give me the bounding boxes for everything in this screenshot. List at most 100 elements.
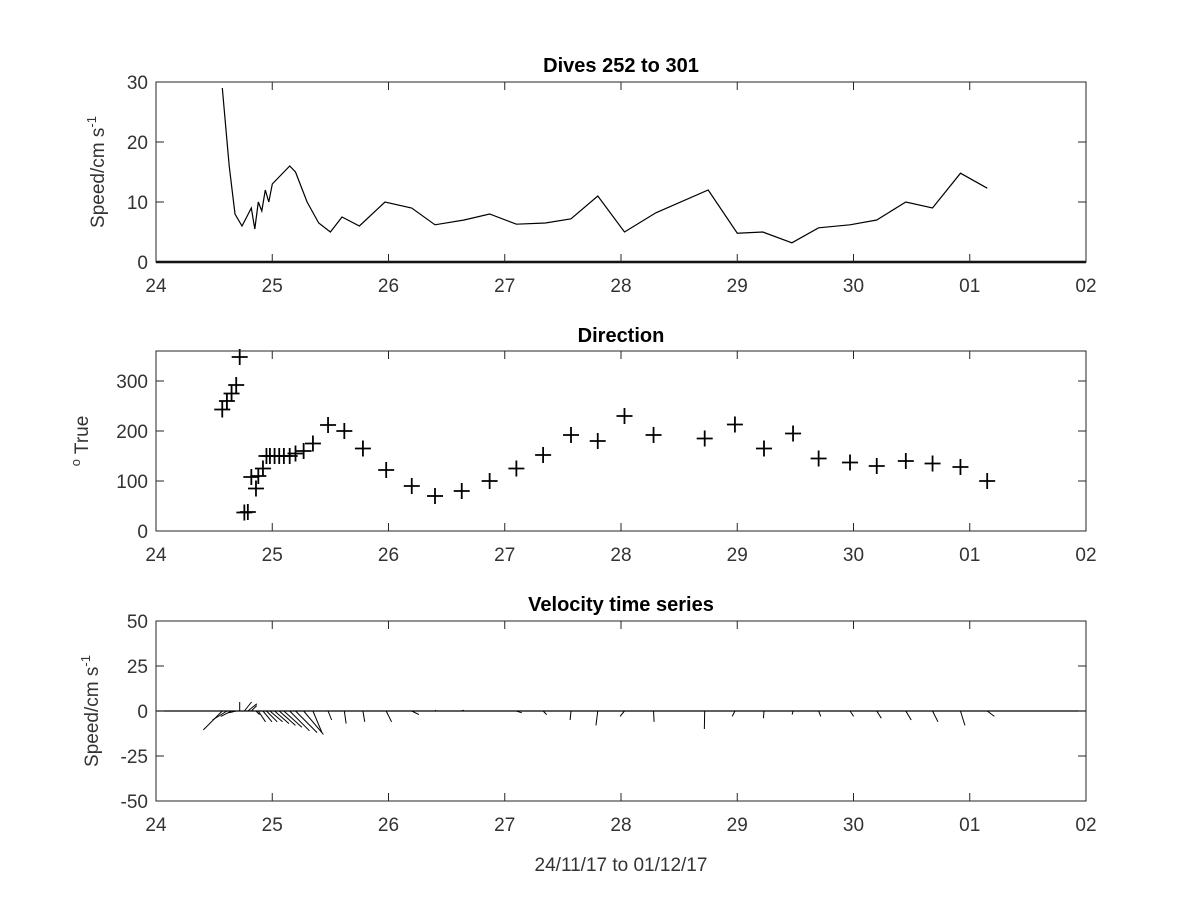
velocity-stick	[278, 710, 296, 726]
direction-axes-ylabel: o True	[68, 416, 93, 467]
direction-xtick-label: 25	[262, 545, 283, 566]
direction-point	[336, 423, 353, 439]
direction-point	[231, 349, 248, 365]
direction-point	[842, 454, 859, 471]
velocity-xtick-label: 27	[494, 815, 515, 836]
direction-ylabel-text: True	[72, 416, 93, 454]
direction-point	[726, 416, 743, 433]
direction-point	[403, 478, 420, 494]
direction-point	[868, 458, 885, 474]
speed-axes: Dives 252 to 301 24 25 26 27 28 29 30 01 02 0 10 20…	[84, 55, 1097, 297]
velocity-xtick-label: 25	[262, 815, 283, 836]
velocity-stick	[849, 710, 855, 717]
velocity-axes: Velocity time series 24 25 26 27 28 29 30 01 02 -…	[78, 594, 1097, 876]
direction-xtick-label: 01	[959, 545, 980, 566]
direction-point	[254, 460, 271, 477]
direction-point	[320, 417, 337, 433]
speed-ytick-label: 20	[127, 133, 148, 154]
velocity-stick	[986, 710, 995, 717]
velocity-stick	[362, 710, 366, 722]
direction-ytick-label: 0	[137, 522, 148, 543]
velocity-stick	[243, 701, 252, 712]
velocity-plot-area	[156, 701, 1086, 735]
direction-point	[287, 445, 304, 462]
speed-plot-area	[156, 87, 1086, 264]
direction-ytick-label: 200	[116, 422, 148, 443]
velocity-axes-xlabel: 24/11/17 to 01/12/17	[535, 855, 708, 876]
velocity-stick	[274, 710, 290, 724]
direction-ylabel-superscript: o	[68, 459, 83, 466]
velocity-ytick-label: 0	[137, 702, 148, 723]
velocity-stick	[411, 710, 420, 716]
speed-ytick-label: 0	[137, 253, 148, 274]
velocity-stick	[343, 710, 347, 724]
speed-ylabel-text: Speed/cm s	[88, 128, 109, 228]
velocity-stick	[791, 710, 794, 715]
direction-axes-frame	[155, 350, 1087, 532]
speed-xtick-label: 30	[843, 276, 864, 297]
direction-point	[952, 459, 969, 475]
direction-xtick-label: 02	[1075, 545, 1096, 566]
velocity-stick	[762, 710, 765, 719]
direction-point	[645, 427, 662, 443]
direction-point	[295, 443, 312, 459]
direction-point	[616, 408, 633, 424]
direction-point	[214, 401, 231, 418]
velocity-stick	[312, 710, 323, 733]
velocity-stick	[569, 710, 572, 721]
speed-xtick-label: 27	[494, 276, 515, 297]
velocity-stick	[959, 710, 966, 726]
direction-point	[979, 473, 996, 489]
direction-point	[453, 483, 470, 499]
speed-axes-title: Dives 252 to 301	[543, 55, 699, 77]
direction-point	[223, 385, 240, 402]
speed-series-line	[221, 87, 988, 244]
velocity-stick	[266, 710, 278, 723]
velocity-stick	[269, 710, 283, 723]
velocity-ytick-label: -50	[121, 792, 148, 813]
speed-xtick-label: 01	[959, 276, 980, 297]
direction-point	[218, 393, 235, 409]
velocity-xtick-label: 24	[145, 815, 167, 836]
direction-plot-area	[214, 349, 996, 521]
direction-point	[354, 440, 371, 457]
direction-point	[304, 435, 321, 452]
direction-point	[924, 455, 941, 472]
direction-point	[696, 430, 713, 447]
velocity-stick	[818, 710, 822, 717]
velocity-xtick-label: 30	[843, 815, 864, 836]
velocity-ytick-label: 50	[127, 612, 148, 633]
speed-xtick-label: 29	[727, 276, 748, 297]
velocity-xtick-label: 02	[1075, 815, 1096, 836]
speed-xtick-label: 26	[378, 276, 399, 297]
velocity-stick	[220, 710, 232, 717]
speed-xtick-label: 24	[145, 276, 167, 297]
velocity-ytick-label: -25	[121, 747, 148, 768]
velocity-stick	[228, 710, 237, 714]
velocity-stick	[247, 703, 258, 712]
velocity-axes-title: Velocity time series	[528, 594, 714, 616]
direction-point	[250, 468, 267, 484]
speed-ylabel-exponent: -1	[84, 116, 99, 128]
speed-ytick-label: 10	[127, 193, 148, 214]
direction-point	[239, 504, 256, 520]
velocity-stick	[653, 710, 655, 722]
direction-xtick-label: 29	[727, 545, 748, 566]
velocity-stick	[595, 710, 599, 726]
velocity-stick	[905, 710, 912, 721]
velocity-xtick-label: 29	[727, 815, 748, 836]
direction-axes-title: Direction	[578, 325, 665, 347]
direction-point	[247, 480, 264, 497]
direction-point	[897, 453, 914, 469]
direction-point	[508, 460, 525, 477]
velocity-ytick-label: 25	[127, 657, 148, 678]
velocity-stick	[876, 710, 882, 719]
direction-ytick-label: 300	[116, 372, 148, 393]
direction-xtick-label: 30	[843, 545, 864, 566]
direction-xtick-label: 26	[378, 545, 399, 566]
velocity-ylabel-exponent: -1	[78, 655, 93, 667]
velocity-xtick-label: 01	[959, 815, 980, 836]
velocity-xtick-label: 28	[610, 815, 631, 836]
velocity-ylabel-text: Speed/cm s	[82, 667, 103, 767]
